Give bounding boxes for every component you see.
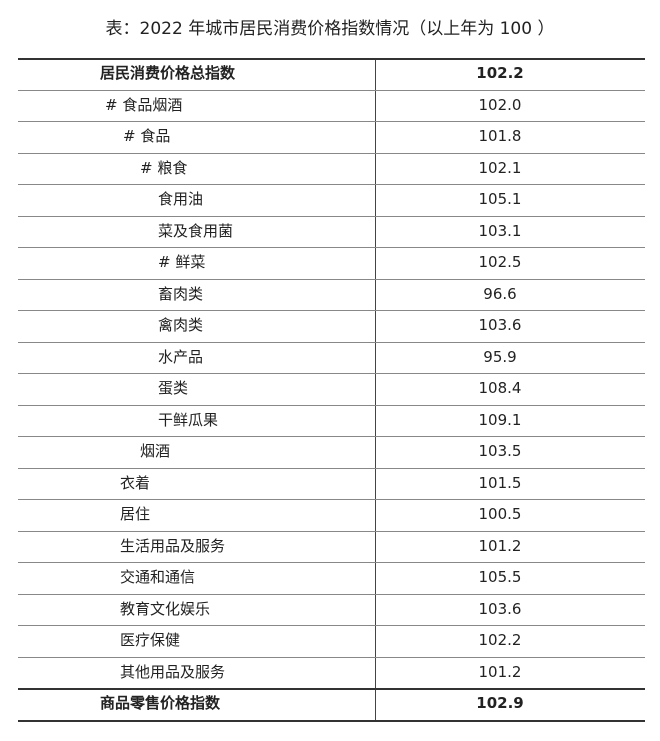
row-label: # 食品烟酒 [105, 95, 183, 114]
row-value: 95.9 [483, 347, 517, 366]
row-value: 109.1 [478, 410, 522, 429]
row-border [18, 373, 645, 374]
row-value: 103.6 [478, 599, 522, 618]
row-label: 商品零售价格指数 [100, 694, 221, 712]
row-label: 医疗保健 [120, 631, 181, 649]
row-value: 103.6 [478, 316, 522, 334]
row-border [18, 58, 645, 60]
row-border [18, 215, 645, 217]
row-label: 交通和通信 [120, 568, 196, 586]
row-border [18, 152, 645, 154]
row-label: # 粮食 [140, 158, 188, 177]
row-label: 蛋类 [158, 379, 189, 397]
row-label: # 食品 [123, 127, 171, 145]
row-border [18, 562, 645, 563]
row-border [18, 688, 645, 690]
row-value: 102.5 [478, 253, 522, 271]
row-label: # 鲜菜 [158, 253, 206, 271]
row-value: 101.5 [478, 473, 522, 492]
table-bottom-border [18, 719, 645, 722]
row-value: 102.0 [478, 95, 522, 114]
column-divider [375, 58, 376, 720]
row-label: 菜及食用菌 [158, 221, 234, 240]
row-border [18, 530, 645, 532]
row-label: 烟酒 [140, 442, 171, 460]
row-border [18, 247, 645, 248]
row-label: 其他用品及服务 [120, 662, 226, 681]
row-value: 105.5 [478, 568, 522, 586]
row-value: 108.4 [478, 379, 522, 397]
row-label: 教育文化娱乐 [120, 599, 211, 618]
row-border [18, 593, 645, 595]
row-label: 居住 [120, 505, 151, 523]
row-border [18, 625, 645, 626]
row-value: 100.5 [478, 505, 522, 523]
row-label: 水产品 [158, 347, 204, 366]
row-value: 103.5 [478, 442, 522, 460]
row-border [18, 121, 645, 122]
row-border [18, 310, 645, 311]
row-border [18, 341, 645, 343]
row-value: 103.1 [478, 221, 522, 240]
row-label: 干鲜瓜果 [158, 410, 219, 429]
row-value: 101.2 [478, 536, 522, 555]
row-border [18, 436, 645, 437]
row-value: 101.2 [478, 662, 522, 681]
row-value: 102.2 [478, 631, 522, 649]
table-title: 表：2022 年城市居民消费价格指数情况（以上年为 100 ） [105, 19, 555, 39]
row-border [18, 89, 645, 91]
row-label: 居民消费价格总指数 [100, 64, 236, 82]
row-border [18, 499, 645, 500]
row-value: 102.1 [478, 158, 522, 177]
row-border [18, 184, 645, 185]
row-border [18, 467, 645, 469]
row-value: 105.1 [478, 190, 522, 208]
row-label: 衣着 [120, 473, 151, 492]
row-label: 食用油 [158, 190, 204, 208]
row-value: 102.2 [476, 64, 524, 82]
row-label: 禽肉类 [158, 316, 204, 334]
row-value: 102.9 [476, 694, 524, 712]
row-value: 101.8 [478, 127, 522, 145]
row-label: 生活用品及服务 [120, 536, 226, 555]
row-value: 96.6 [483, 284, 517, 303]
row-border [18, 656, 645, 658]
row-label: 畜肉类 [158, 284, 204, 303]
row-border [18, 404, 645, 406]
row-border [18, 278, 645, 280]
